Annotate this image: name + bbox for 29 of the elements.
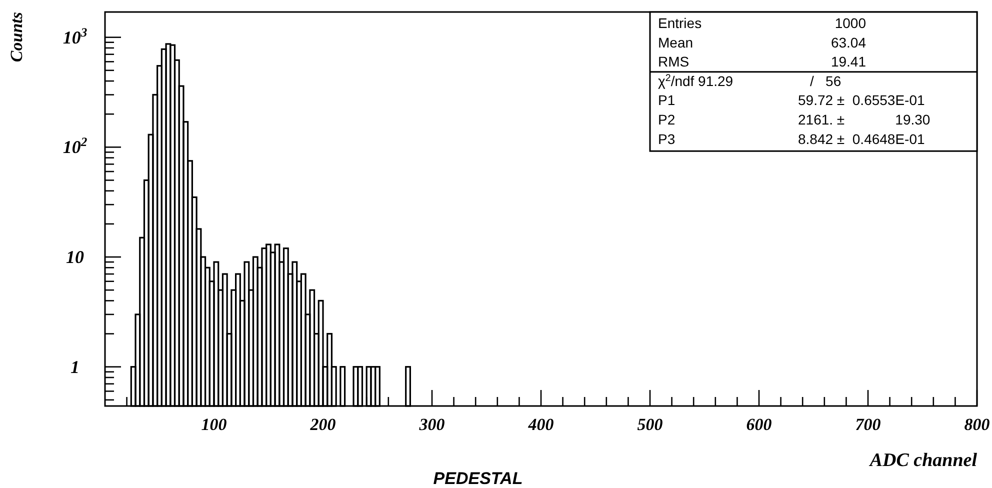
x-tick-label: 700 xyxy=(855,415,882,434)
annotation: Entries xyxy=(658,15,702,31)
annotation: RMS xyxy=(658,54,690,70)
x-tick-label: 800 xyxy=(964,415,990,434)
annotation: 1000 xyxy=(834,15,866,31)
x-axis-title: ADC channel xyxy=(868,450,978,471)
annotation: 59.72 ± 0.6553E-01 xyxy=(798,92,925,108)
annotation: Mean xyxy=(658,34,694,50)
annotation: P3 xyxy=(658,130,676,147)
text: PEDESTAL xyxy=(433,469,523,488)
x-tick-label: 300 xyxy=(418,415,446,434)
y-tick-label: 10$^{2}$ xyxy=(62,135,88,158)
annotation: 8.842 ± 0.4648E-01 xyxy=(798,130,925,147)
annotation: 19.41 xyxy=(830,54,866,70)
x-tick-label: 400 xyxy=(527,415,554,434)
annotation: / 56 xyxy=(810,72,842,89)
x-tick-label: 600 xyxy=(746,415,772,434)
y-tick-label: 1 xyxy=(70,356,80,377)
annotation: 2161. ± 19.30 xyxy=(798,112,930,128)
x-tick-label: 100 xyxy=(201,415,228,434)
annotation: χ$^{2}$/ndf 91.29 xyxy=(658,72,734,89)
x-tick-label: 500 xyxy=(637,415,664,434)
y-tick-label: 10 xyxy=(66,246,84,267)
annotation: P1 xyxy=(658,92,676,108)
x-tick-label: 200 xyxy=(309,415,336,434)
annotation: 63.04 xyxy=(830,34,866,50)
y-tick-label: 10$^{3}$ xyxy=(62,25,88,48)
annotation: P2 xyxy=(658,112,676,128)
y-axis-title: Counts xyxy=(7,12,26,62)
